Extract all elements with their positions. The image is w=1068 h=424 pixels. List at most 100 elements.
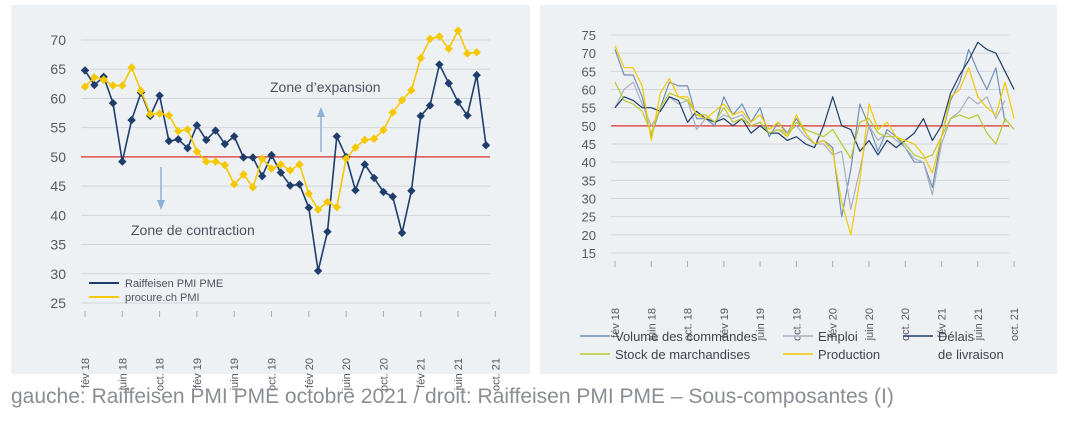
data-point-series-0 <box>444 79 453 88</box>
data-point-series-0 <box>313 266 323 276</box>
legend-label-0: Volume des commandes <box>615 329 758 344</box>
data-point-series-0 <box>388 192 397 201</box>
data-point-series-1 <box>136 86 146 96</box>
data-point-series-1 <box>463 49 472 58</box>
data-point-series-0 <box>435 60 444 69</box>
data-point-series-1 <box>99 75 108 84</box>
y-tick-label: 70 <box>50 32 66 48</box>
data-point-series-0 <box>416 111 425 121</box>
x-tick-label: fév 19 <box>719 308 731 338</box>
x-tick-label: oct. 18 <box>155 358 167 391</box>
y-tick-label: 50 <box>50 149 66 165</box>
data-point-series-0 <box>481 141 491 150</box>
data-point-series-1 <box>118 81 127 90</box>
data-point-series-0 <box>332 132 341 141</box>
y-tick-label: 25 <box>50 295 66 311</box>
legend-label-0: Raiffeisen PMI PME <box>125 278 223 290</box>
data-point-series-1 <box>435 32 444 41</box>
data-point-series-0 <box>379 187 388 197</box>
data-point-series-1 <box>183 125 192 134</box>
x-tick-label: oct. 20 <box>378 358 390 391</box>
y-tick-label: 70 <box>582 46 596 61</box>
y-tick-label: 75 <box>582 28 596 43</box>
legend-label-1: procure.ch PMI <box>125 292 200 304</box>
x-tick-label: oct. 21 <box>1009 308 1021 341</box>
y-tick-label: 25 <box>582 210 596 225</box>
y-tick-label: 15 <box>582 246 596 261</box>
data-point-series-1 <box>444 44 453 53</box>
legend-label-4: Production <box>818 347 880 362</box>
data-point-series-0 <box>90 80 99 90</box>
data-point-series-0 <box>351 186 360 195</box>
y-tick-label: 45 <box>582 137 596 152</box>
data-point-series-1 <box>341 154 351 163</box>
y-tick-label: 60 <box>582 83 596 98</box>
data-point-series-0 <box>472 70 481 80</box>
x-tick-label: oct. 19 <box>791 308 803 341</box>
data-point-series-0 <box>192 121 202 130</box>
y-tick-label: 30 <box>582 192 596 207</box>
data-point-series-0 <box>360 160 369 169</box>
data-point-series-1 <box>174 126 183 136</box>
annotation-expansion: Zone d’expansion <box>270 79 381 95</box>
data-point-series-1 <box>257 154 267 163</box>
data-point-series-1 <box>127 63 136 72</box>
x-tick-label: juin 20 <box>864 308 876 341</box>
data-point-series-0 <box>220 139 230 149</box>
y-tick-label: 55 <box>582 101 596 116</box>
data-point-series-0 <box>453 97 463 107</box>
data-point-series-1 <box>80 82 90 91</box>
x-tick-label: oct. 18 <box>683 308 695 341</box>
data-point-series-1 <box>472 48 481 57</box>
data-point-series-0 <box>369 173 379 183</box>
data-point-series-1 <box>360 135 369 145</box>
data-point-series-0 <box>463 111 472 120</box>
x-tick-label: juin 18 <box>646 308 658 341</box>
chart-left-panel: 25 30 35 40 45 50 55 60 65 70 fév 18 juin 18 oct. 18… <box>11 5 530 391</box>
data-point-series-1 <box>323 197 332 207</box>
data-point-series-1 <box>192 147 202 156</box>
legend-label-3: Stock de marchandises <box>615 347 751 362</box>
x-tick-label: fév 20 <box>828 308 840 338</box>
data-point-series-1 <box>351 143 360 152</box>
data-point-series-0 <box>257 171 267 181</box>
x-tick-label: juin 19 <box>229 358 241 391</box>
y-tick-label: 30 <box>50 266 66 282</box>
data-point-series-1 <box>379 125 388 135</box>
y-tick-label: 55 <box>50 120 66 136</box>
data-point-series-0 <box>127 115 136 125</box>
data-point-series-0 <box>239 153 248 162</box>
x-tick-label: fév 21 <box>937 308 949 338</box>
annotation-contraction: Zone de contraction <box>131 222 255 238</box>
y-tick-label: 65 <box>582 64 596 79</box>
x-tick-label: fév 20 <box>304 358 316 388</box>
data-point-series-0 <box>155 91 164 100</box>
data-point-series-0 <box>202 135 211 145</box>
y-tick-label: 35 <box>582 173 596 188</box>
data-point-series-1 <box>276 160 286 169</box>
data-point-series-1 <box>332 202 341 212</box>
x-tick-label: oct. 20 <box>900 308 912 341</box>
data-point-series-0 <box>174 135 183 144</box>
y-tick-label: 35 <box>50 237 66 253</box>
data-point-series-1 <box>397 95 407 105</box>
data-point-series-1 <box>416 53 425 63</box>
figure-caption: gauche: Raiffeisen PMI PME octobre 2021 … <box>11 385 894 408</box>
data-point-series-0 <box>211 126 220 135</box>
y-tick-label: 20 <box>582 228 596 243</box>
legend-label-1: Emploi <box>818 329 858 344</box>
data-point-series-0 <box>248 153 258 162</box>
data-point-series-1 <box>285 166 295 175</box>
data-point-series-1 <box>313 205 323 214</box>
data-point-series-1 <box>220 160 230 170</box>
arrow-down-head <box>157 200 165 210</box>
data-point-series-0 <box>230 132 239 141</box>
data-point-series-1 <box>248 183 258 192</box>
data-point-series-1 <box>146 110 155 119</box>
chart-right-panel: 15 20 25 30 35 40 45 50 55 60 65 70 75 fév 18 juin 18 o… <box>540 5 1057 374</box>
x-tick-label: oct. 19 <box>267 358 279 391</box>
data-point-series-1 <box>267 164 276 173</box>
data-point-series-1 <box>230 180 239 189</box>
data-point-series-1 <box>90 73 99 82</box>
data-point-series-0 <box>397 228 407 238</box>
